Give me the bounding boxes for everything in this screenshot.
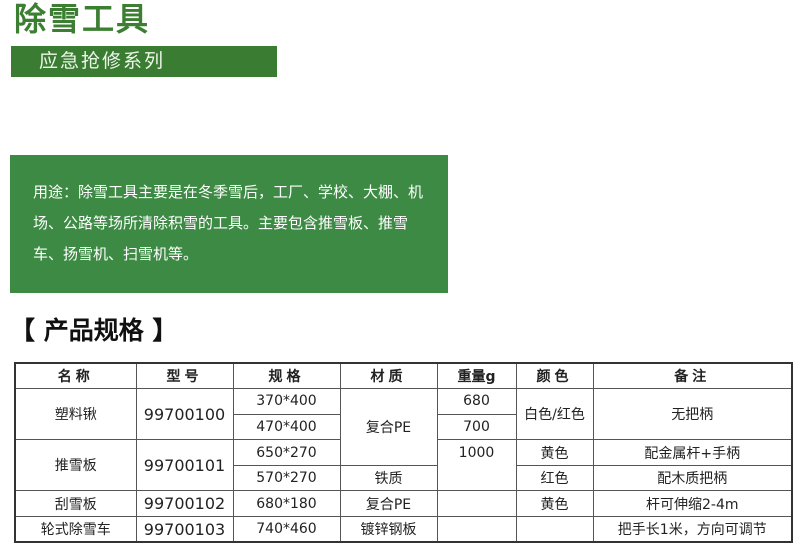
header-model: 型号 <box>135 362 234 390</box>
cell-weight: 700 <box>436 413 517 441</box>
table-row: 塑料锹 99700100 370*400 复合PE 680 白色/红色 无把柄 <box>14 388 793 466</box>
cell-material: 复合PE <box>339 388 438 466</box>
cell-name: 推雪板 <box>14 439 137 492</box>
cell-model: 99700103 <box>135 516 234 543</box>
cell-color: 黄色 <box>515 490 594 518</box>
cell-color <box>515 516 594 543</box>
spec-heading: 【 产品规格 】 <box>10 316 178 345</box>
cell-weight: 1000 <box>436 439 517 466</box>
cell-color: 黄色 <box>515 439 594 466</box>
cell-spec: 470*400 <box>232 413 341 441</box>
cell-weight <box>436 490 517 518</box>
cell-color: 白色/红色 <box>515 388 594 441</box>
cell-material: 复合PE <box>339 490 438 518</box>
cell-model: 99700102 <box>135 490 234 518</box>
page-title: 除雪工具 <box>14 0 151 38</box>
cell-note: 把手长1米，方向可调节 <box>592 516 793 543</box>
cell-note: 无把柄 <box>592 388 793 441</box>
header-name: 名称 <box>14 362 137 390</box>
header-weight: 重量g <box>436 362 517 390</box>
subtitle-banner: 应急抢修系列 <box>11 46 277 77</box>
cell-weight: 680 <box>436 388 517 415</box>
header-color: 颜色 <box>515 362 594 390</box>
cell-spec: 570*270 <box>232 464 341 492</box>
cell-material: 铁质 <box>339 464 438 492</box>
table-row: 470*400 700 <box>15 413 792 441</box>
cell-spec: 650*270 <box>232 439 341 466</box>
header-note: 备注 <box>592 362 793 390</box>
cell-spec: 370*400 <box>232 388 341 415</box>
table-row: 刮雪板 99700102 680*180 复合PE 黄色 杆可伸缩2-4m <box>14 490 793 518</box>
cell-name: 刮雪板 <box>14 490 137 518</box>
cell-material: 镀锌钢板 <box>339 516 438 543</box>
spec-table: 名称 型号 规格 材质 重量g 颜色 备注 塑料锹 99700100 370*4… <box>14 362 793 544</box>
cell-note: 杆可伸缩2-4m <box>592 490 793 518</box>
header-spec: 规格 <box>232 362 341 390</box>
cell-weight <box>436 516 517 543</box>
cell-weight <box>436 465 517 492</box>
cell-name: 塑料锹 <box>14 388 137 441</box>
usage-description: 用途：除雪工具主要是在冬季雪后，工厂、学校、大棚、机场、公路等场所清除积雪的工具… <box>10 155 448 293</box>
table-header: 名称 型号 规格 材质 重量g 颜色 备注 <box>14 362 793 390</box>
cell-model: 99700101 <box>135 439 234 492</box>
cell-note: 配木质把柄 <box>592 464 793 492</box>
table-row: 推雪板 99700101 650*270 1000 黄色 配金属杆+手柄 <box>14 439 793 492</box>
cell-color: 红色 <box>515 464 594 492</box>
cell-note: 配金属杆+手柄 <box>592 439 793 466</box>
table-row: 轮式除雪车 99700103 740*460 镀锌钢板 把手长1米，方向可调节 <box>14 516 793 543</box>
header-material: 材质 <box>339 362 438 390</box>
cell-spec: 680*180 <box>232 490 341 518</box>
cell-model: 99700100 <box>135 388 234 441</box>
cell-spec: 740*460 <box>232 516 341 543</box>
cell-name: 轮式除雪车 <box>14 516 137 543</box>
